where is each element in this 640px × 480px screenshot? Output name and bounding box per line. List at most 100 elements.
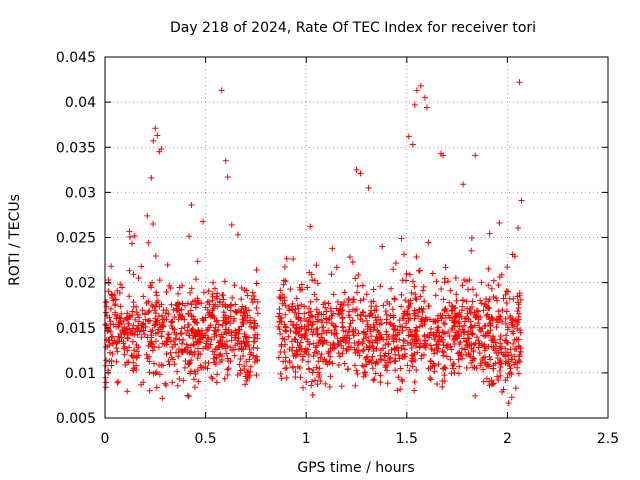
- data-point: [121, 323, 128, 330]
- data-point: [232, 332, 239, 339]
- data-point: [250, 317, 257, 324]
- data-point: [403, 277, 410, 284]
- data-point: [419, 287, 426, 294]
- data-point: [406, 367, 413, 374]
- data-point: [103, 357, 110, 364]
- data-point: [208, 374, 215, 381]
- data-point: [434, 345, 441, 352]
- data-point: [504, 324, 511, 331]
- data-point: [248, 323, 255, 330]
- data-point: [181, 324, 188, 331]
- data-point: [427, 342, 434, 349]
- data-point: [449, 325, 456, 332]
- data-point: [116, 321, 123, 328]
- data-point: [221, 329, 228, 336]
- data-point: [438, 286, 445, 293]
- data-point: [485, 265, 492, 272]
- data-point: [194, 330, 201, 337]
- data-point: [236, 327, 243, 334]
- data-point: [105, 288, 112, 295]
- data-point: [165, 331, 172, 338]
- data-point: [190, 316, 197, 323]
- data-point: [165, 310, 172, 317]
- data-point: [363, 317, 370, 324]
- data-point: [346, 323, 353, 330]
- data-point: [517, 326, 524, 333]
- data-point: [117, 281, 124, 288]
- data-point: [109, 333, 116, 340]
- data-point: [431, 368, 438, 375]
- data-point: [507, 314, 514, 321]
- y-tick-label: 0.03: [65, 185, 96, 201]
- data-point: [253, 304, 260, 311]
- data-point: [151, 343, 158, 350]
- data-point: [154, 132, 161, 139]
- data-point: [192, 370, 199, 377]
- data-point: [224, 366, 231, 373]
- x-axis-label: GPS time / hours: [297, 460, 414, 476]
- data-point: [461, 322, 468, 329]
- data-point: [236, 341, 243, 348]
- data-point: [237, 356, 244, 363]
- data-point: [146, 307, 153, 314]
- data-point: [213, 379, 220, 386]
- data-point: [314, 280, 321, 287]
- data-point: [364, 323, 371, 330]
- data-point: [423, 104, 430, 111]
- data-point: [112, 296, 119, 303]
- data-point: [455, 327, 462, 334]
- data-point: [204, 307, 211, 314]
- data-point: [305, 351, 312, 358]
- data-point: [354, 283, 361, 290]
- data-point: [516, 79, 523, 86]
- data-point: [313, 342, 320, 349]
- data-point: [153, 384, 160, 391]
- data-point: [363, 291, 370, 298]
- data-point: [445, 278, 452, 285]
- data-point: [171, 329, 178, 336]
- data-point: [370, 347, 377, 354]
- data-point: [121, 343, 128, 350]
- data-point: [429, 270, 436, 277]
- data-point: [222, 312, 229, 319]
- data-point: [497, 372, 504, 379]
- data-point: [383, 328, 390, 335]
- data-point: [148, 284, 155, 291]
- data-point: [515, 343, 522, 350]
- data-point: [391, 346, 398, 353]
- data-point: [471, 322, 478, 329]
- data-point: [411, 387, 418, 394]
- data-point: [163, 316, 170, 323]
- data-point: [506, 370, 513, 377]
- data-point: [367, 311, 374, 318]
- data-point: [242, 334, 249, 341]
- data-point: [287, 318, 294, 325]
- data-point: [227, 344, 234, 351]
- data-point: [459, 297, 466, 304]
- data-point: [318, 351, 325, 358]
- data-point: [327, 373, 334, 380]
- data-point: [384, 298, 391, 305]
- data-point: [503, 332, 510, 339]
- data-point: [473, 291, 480, 298]
- data-point: [444, 344, 451, 351]
- data-point: [446, 332, 453, 339]
- data-point: [124, 331, 131, 338]
- data-point: [473, 334, 480, 341]
- data-point: [504, 349, 511, 356]
- data-point: [124, 310, 131, 317]
- data-point: [410, 352, 417, 359]
- data-point: [149, 279, 156, 286]
- data-point: [412, 295, 419, 302]
- data-point: [314, 331, 321, 338]
- data-point: [401, 338, 408, 345]
- data-point: [503, 300, 510, 307]
- data-point: [296, 365, 303, 372]
- data-point: [493, 297, 500, 304]
- data-point: [315, 316, 322, 323]
- data-point: [152, 310, 159, 317]
- data-point: [308, 382, 315, 389]
- data-point: [420, 283, 427, 290]
- data-point: [418, 318, 425, 325]
